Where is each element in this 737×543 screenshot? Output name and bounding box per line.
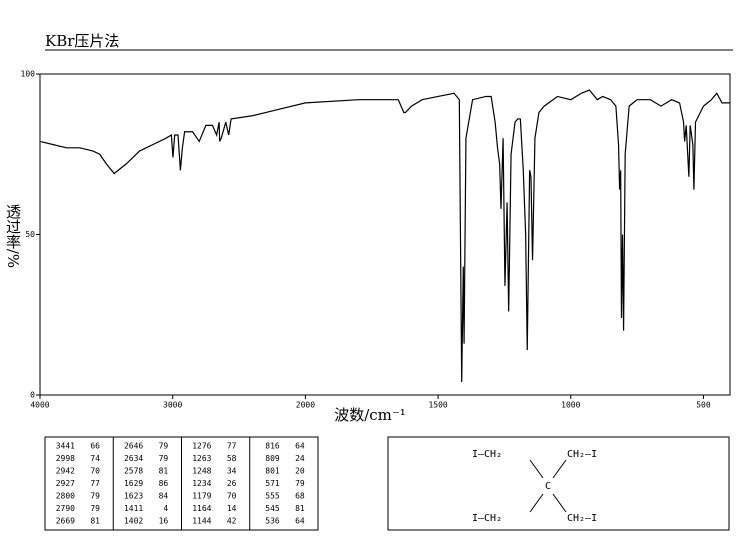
y-tick-label: 0 xyxy=(30,391,35,400)
peak-wavenumber: 2578 xyxy=(124,467,143,476)
peak-transmittance: 70 xyxy=(90,467,100,476)
peak-wavenumber: 536 xyxy=(265,517,280,526)
structure: C I—CH₂ CH₂—I I—CH₂ CH₂—I xyxy=(472,449,597,524)
peak-wavenumber: 801 xyxy=(265,467,280,476)
x-tick-label: 500 xyxy=(696,401,711,410)
peak-transmittance: 79 xyxy=(295,479,305,488)
peak-transmittance: 79 xyxy=(159,454,169,463)
peak-transmittance: 16 xyxy=(159,517,169,526)
peak-transmittance: 58 xyxy=(227,454,237,463)
group-label: I—CH₂ xyxy=(472,449,502,460)
chart-title: KBr压片法 xyxy=(45,32,119,50)
peak-transmittance: 14 xyxy=(227,504,237,513)
peak-transmittance: 34 xyxy=(227,467,237,476)
peak-transmittance: 24 xyxy=(295,454,305,463)
peak-wavenumber: 571 xyxy=(265,479,280,488)
peak-transmittance: 68 xyxy=(295,492,305,501)
peak-transmittance: 77 xyxy=(90,479,100,488)
peak-wavenumber: 2646 xyxy=(124,442,143,451)
peak-transmittance: 64 xyxy=(295,442,305,451)
peak-transmittance: 79 xyxy=(90,504,100,513)
peak-transmittance: 81 xyxy=(159,467,169,476)
group-label: CH₂—I xyxy=(567,449,597,460)
x-axis-label: 波数/cm⁻¹ xyxy=(334,406,406,424)
peak-transmittance: 66 xyxy=(90,442,100,451)
peak-wavenumber: 1402 xyxy=(124,517,143,526)
structure-frame xyxy=(387,436,730,531)
peak-wavenumber: 1164 xyxy=(192,504,211,513)
peak-wavenumber: 3441 xyxy=(56,442,75,451)
peak-wavenumber: 545 xyxy=(265,504,280,513)
peak-wavenumber: 1623 xyxy=(124,492,143,501)
peak-wavenumber: 816 xyxy=(265,442,280,451)
x-tick-label: 3000 xyxy=(163,401,182,410)
bond xyxy=(529,493,544,513)
peak-wavenumber: 1234 xyxy=(192,479,211,488)
peak-wavenumber: 2998 xyxy=(56,454,75,463)
peak-wavenumber: 2942 xyxy=(56,467,75,476)
peak-wavenumber: 1144 xyxy=(192,517,211,526)
y-tick-label: 50 xyxy=(25,230,35,239)
peak-transmittance: 77 xyxy=(227,442,237,451)
peak-wavenumber: 2634 xyxy=(124,454,143,463)
peak-wavenumber: 1179 xyxy=(192,492,211,501)
peak-wavenumber: 2790 xyxy=(56,504,75,513)
peak-transmittance: 84 xyxy=(159,492,169,501)
atom-label: C xyxy=(545,481,551,492)
group-label: CH₂—I xyxy=(567,513,597,524)
peak-transmittance: 20 xyxy=(295,467,305,476)
y-tick-label: 100 xyxy=(21,70,36,79)
peak-transmittance: 79 xyxy=(159,442,169,451)
peak-wavenumber: 1411 xyxy=(124,504,143,513)
peak-transmittance: 70 xyxy=(227,492,237,501)
x-tick-label: 1500 xyxy=(428,401,447,410)
x-tick-label: 2000 xyxy=(296,401,315,410)
peak-wavenumber: 1276 xyxy=(192,442,211,451)
peak-wavenumber: 1263 xyxy=(192,454,211,463)
plot-frame xyxy=(39,73,731,396)
peak-transmittance: 42 xyxy=(227,517,237,526)
peak-transmittance: 79 xyxy=(90,492,100,501)
bond xyxy=(552,459,567,479)
peak-transmittance: 81 xyxy=(90,517,100,526)
peak-wavenumber: 555 xyxy=(265,492,280,501)
y-axis-label: 透过率/% xyxy=(4,204,22,268)
peak-wavenumber: 1248 xyxy=(192,467,211,476)
group-label: I—CH₂ xyxy=(472,513,502,524)
peak-transmittance: 64 xyxy=(295,517,305,526)
peak-wavenumber: 2927 xyxy=(56,479,75,488)
peak-wavenumber: 809 xyxy=(265,454,280,463)
peak-transmittance: 86 xyxy=(159,479,169,488)
x-tick-label: 1000 xyxy=(561,401,580,410)
peak-transmittance: 81 xyxy=(295,504,305,513)
peak-transmittance: 26 xyxy=(227,479,237,488)
peak-transmittance: 74 xyxy=(90,454,100,463)
peak-wavenumber: 2669 xyxy=(56,517,75,526)
bond xyxy=(529,459,544,479)
peak-wavenumber: 1629 xyxy=(124,479,143,488)
x-tick-label: 4000 xyxy=(30,401,49,410)
peak-wavenumber: 2800 xyxy=(56,492,75,501)
bond xyxy=(552,493,567,513)
spectrum-line xyxy=(39,89,730,383)
peak-transmittance: 4 xyxy=(163,504,168,513)
